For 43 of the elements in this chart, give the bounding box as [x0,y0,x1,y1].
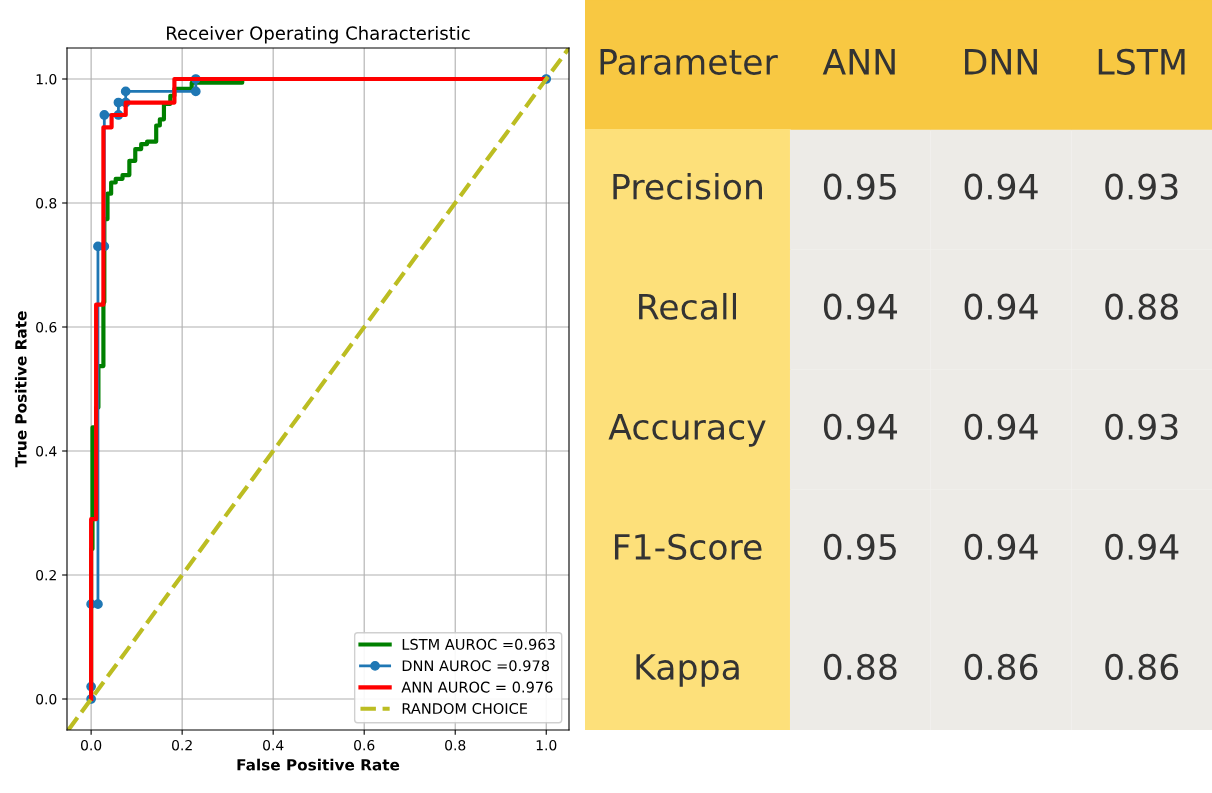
data-label: 0.88 [1105,293,1178,320]
data-label: 0.88 [823,653,897,681]
y-tick-label: 0.8 [36,197,57,209]
x-tick-label: 0.2 [172,739,192,751]
y-tick-label: 1.0 [36,73,57,85]
y-tick-label: Precision [613,172,762,200]
y-tick-label: 0.6 [36,321,57,333]
y-tick-label: Recall [639,292,737,320]
y-tick-label: 0.0 [36,693,57,705]
data-label: 0.94 [823,413,898,440]
data-label: 0.86 [964,653,1038,681]
x-tick-label: 0.4 [263,739,284,751]
data-label: 0.94 [823,293,898,320]
y-axis-title: Parameter [600,49,778,75]
chart-title: Receiver Operating Characteristic [167,25,470,44]
data-label: 0.94 [964,173,1038,200]
x-tick-label: ANN [822,49,895,75]
data-label: 0.93 [1105,413,1178,440]
legend-label: DNN AUROC =0.978 [402,660,550,672]
legend-label: LSTM AUROC =0.963 [402,638,555,650]
data-label: 0.94 [964,533,1038,560]
data-label: 0.95 [823,533,896,560]
data-label: 0.95 [823,173,896,200]
legend-label: ANN AUROC = 0.976 [401,681,553,693]
y-tick-label: 0.2 [36,569,56,581]
x-tick-label: 0.0 [80,739,102,751]
y-tick-label: Accuracy [608,414,766,447]
data-label: 0.94 [1105,533,1179,560]
x-tick-label: 0.8 [445,739,466,751]
data-label: 0.94 [964,293,1038,320]
legend-label: RANDOM CHOICE [402,703,528,715]
y-tick-label: 0.4 [36,445,57,457]
x-axis-title: False Positive Rate [237,758,400,771]
y-tick-label: Kappa [636,654,739,687]
x-tick-label: LSTM [1098,48,1185,75]
x-tick-label: 1.0 [536,739,557,751]
y-axis-title: True Positive Rate [14,311,27,468]
data-label: 0.93 [1105,173,1178,200]
x-tick-label: 0.6 [354,739,375,751]
y-tick-label: F1-Score [614,533,762,560]
data-label: 0.94 [964,413,1038,440]
data-label: 0.86 [1105,653,1179,681]
x-tick-label: DNN [965,49,1037,75]
